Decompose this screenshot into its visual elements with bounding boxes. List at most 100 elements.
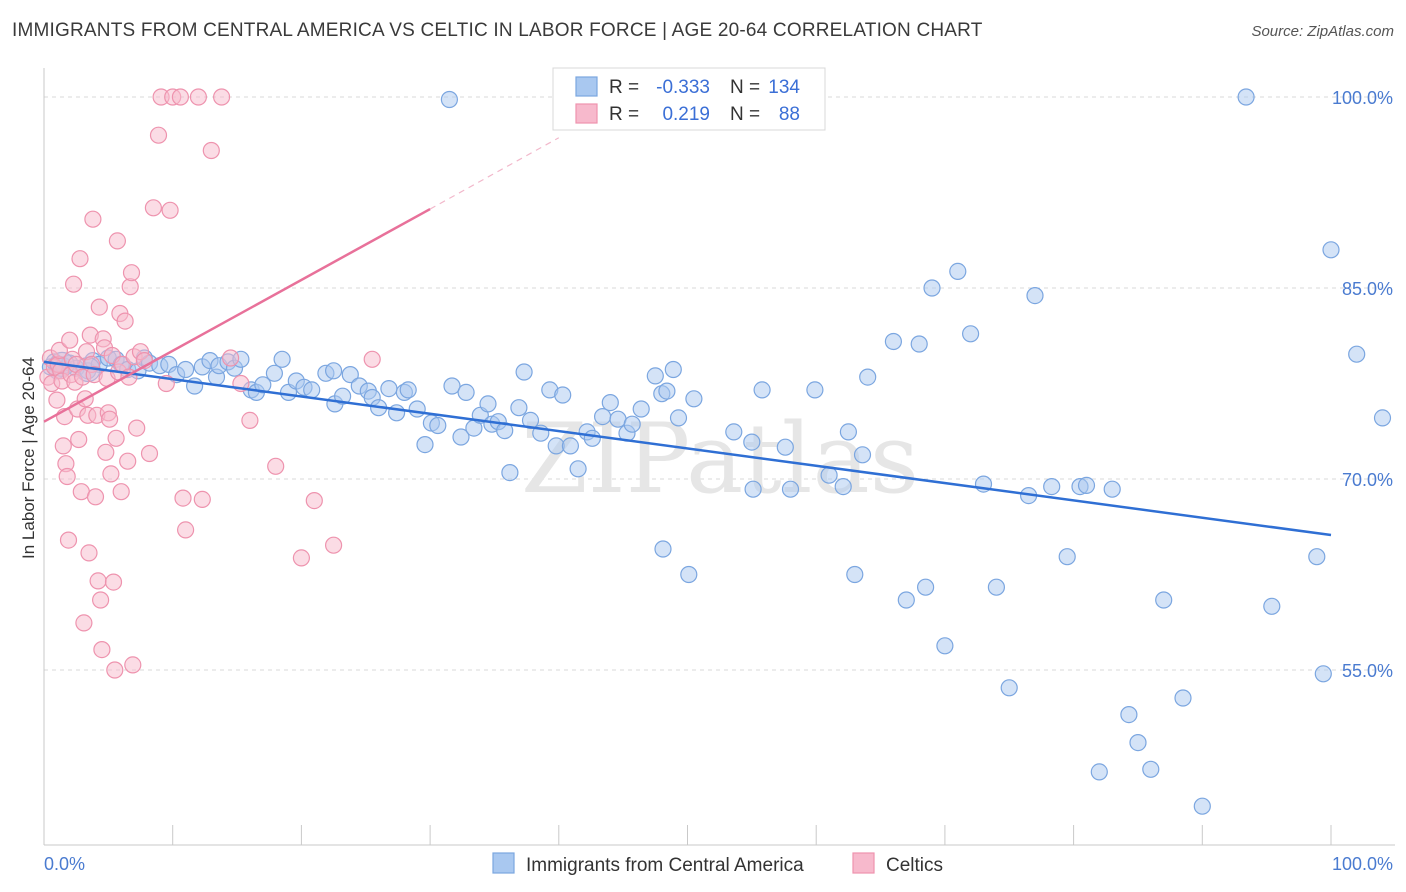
data-point bbox=[119, 452, 137, 470]
legend-r-label-2: R = bbox=[609, 104, 639, 125]
data-point bbox=[84, 210, 102, 228]
legend-r-label-1: R = bbox=[609, 77, 639, 98]
data-point bbox=[106, 661, 124, 679]
y-tick-label: 70.0% bbox=[1342, 470, 1393, 490]
data-point bbox=[916, 578, 935, 596]
data-point bbox=[124, 656, 142, 674]
data-point bbox=[1000, 679, 1018, 697]
data-point bbox=[609, 410, 627, 428]
data-point bbox=[853, 446, 872, 464]
data-point bbox=[1090, 763, 1108, 781]
data-point bbox=[305, 492, 323, 510]
data-point bbox=[89, 572, 107, 590]
data-point bbox=[363, 350, 381, 368]
data-point bbox=[781, 480, 800, 498]
data-point bbox=[949, 262, 967, 280]
data-point bbox=[515, 363, 533, 381]
source-label: Source: ZipAtlas.com bbox=[1251, 23, 1394, 40]
data-point bbox=[128, 419, 146, 437]
data-point bbox=[1193, 797, 1211, 815]
data-point bbox=[936, 637, 954, 655]
data-point bbox=[1077, 476, 1096, 494]
data-point bbox=[161, 201, 179, 219]
watermark: ZIPatlas bbox=[521, 403, 919, 515]
y-tick-label: 85.0% bbox=[1342, 279, 1393, 299]
legend-swatch-blue bbox=[575, 76, 598, 97]
data-point bbox=[457, 383, 475, 401]
data-point bbox=[399, 381, 417, 399]
data-point bbox=[834, 478, 852, 496]
data-point bbox=[1263, 597, 1281, 615]
data-point bbox=[1103, 480, 1121, 498]
legend-n-value-2: 88 bbox=[779, 104, 800, 125]
correlation-legend: R = -0.333 N = 134 R = 0.219 N = 88 bbox=[552, 67, 826, 131]
legend-r-value-1: -0.333 bbox=[656, 77, 710, 98]
data-point bbox=[1129, 733, 1147, 752]
data-point bbox=[1058, 548, 1076, 566]
data-point bbox=[1308, 548, 1326, 566]
y-tick-label: 100.0% bbox=[1332, 88, 1393, 108]
data-point bbox=[744, 480, 762, 498]
trend-line-immigrants bbox=[43, 360, 1332, 537]
data-point bbox=[116, 312, 134, 330]
data-point bbox=[897, 591, 915, 609]
data-point bbox=[144, 199, 162, 217]
data-point bbox=[122, 264, 141, 282]
data-point bbox=[646, 367, 664, 385]
data-point bbox=[193, 490, 211, 508]
data-point bbox=[334, 387, 352, 405]
data-point bbox=[202, 141, 220, 160]
data-point bbox=[100, 410, 119, 428]
data-point bbox=[884, 332, 903, 351]
series-legend: Immigrants from Central America Celtics bbox=[492, 852, 943, 876]
data-point bbox=[664, 360, 682, 379]
data-point bbox=[213, 88, 231, 106]
data-point bbox=[48, 391, 66, 409]
data-point bbox=[923, 279, 941, 297]
data-point bbox=[1348, 345, 1366, 363]
data-point bbox=[753, 381, 771, 399]
data-point bbox=[429, 416, 447, 435]
data-point bbox=[1026, 287, 1044, 305]
data-point bbox=[64, 275, 83, 293]
legend-r-value-2: 0.219 bbox=[662, 104, 710, 125]
data-point bbox=[443, 377, 461, 395]
data-point bbox=[547, 437, 565, 455]
data-point bbox=[452, 428, 470, 446]
data-point bbox=[440, 90, 458, 109]
data-point bbox=[1322, 241, 1340, 259]
data-point bbox=[222, 349, 240, 367]
legend-swatch-pink bbox=[575, 103, 598, 124]
data-point bbox=[380, 380, 398, 398]
data-point bbox=[254, 376, 272, 394]
data-point bbox=[325, 362, 343, 380]
data-point bbox=[292, 549, 310, 567]
chart-title: IMMIGRANTS FROM CENTRAL AMERICA VS CELTI… bbox=[12, 20, 983, 41]
data-point bbox=[241, 411, 259, 429]
data-point bbox=[102, 465, 120, 483]
data-point bbox=[140, 444, 159, 463]
data-point bbox=[583, 429, 601, 447]
data-point bbox=[75, 614, 93, 632]
data-point bbox=[1314, 665, 1332, 683]
data-point bbox=[1373, 409, 1392, 427]
data-point bbox=[669, 409, 688, 427]
x-tick-label: 0.0% bbox=[44, 854, 85, 874]
data-point bbox=[388, 404, 406, 422]
legend-n-label-1: N = bbox=[730, 77, 760, 98]
trend-line-celtics-extension bbox=[429, 137, 560, 210]
series-immigrants-points bbox=[41, 88, 1392, 815]
data-point bbox=[654, 540, 672, 558]
data-point bbox=[174, 489, 192, 507]
data-point bbox=[177, 521, 195, 539]
data-point bbox=[70, 430, 88, 449]
data-point bbox=[171, 88, 189, 106]
data-point bbox=[1043, 478, 1061, 496]
y-axis-label: In Labor Force | Age 20-64 bbox=[19, 357, 38, 559]
data-point bbox=[408, 400, 426, 418]
legend-n-label-2: N = bbox=[730, 104, 760, 125]
data-point bbox=[685, 390, 703, 408]
data-point bbox=[189, 88, 207, 106]
legend-label-immigrants: Immigrants from Central America bbox=[526, 855, 804, 876]
data-point bbox=[501, 464, 519, 482]
